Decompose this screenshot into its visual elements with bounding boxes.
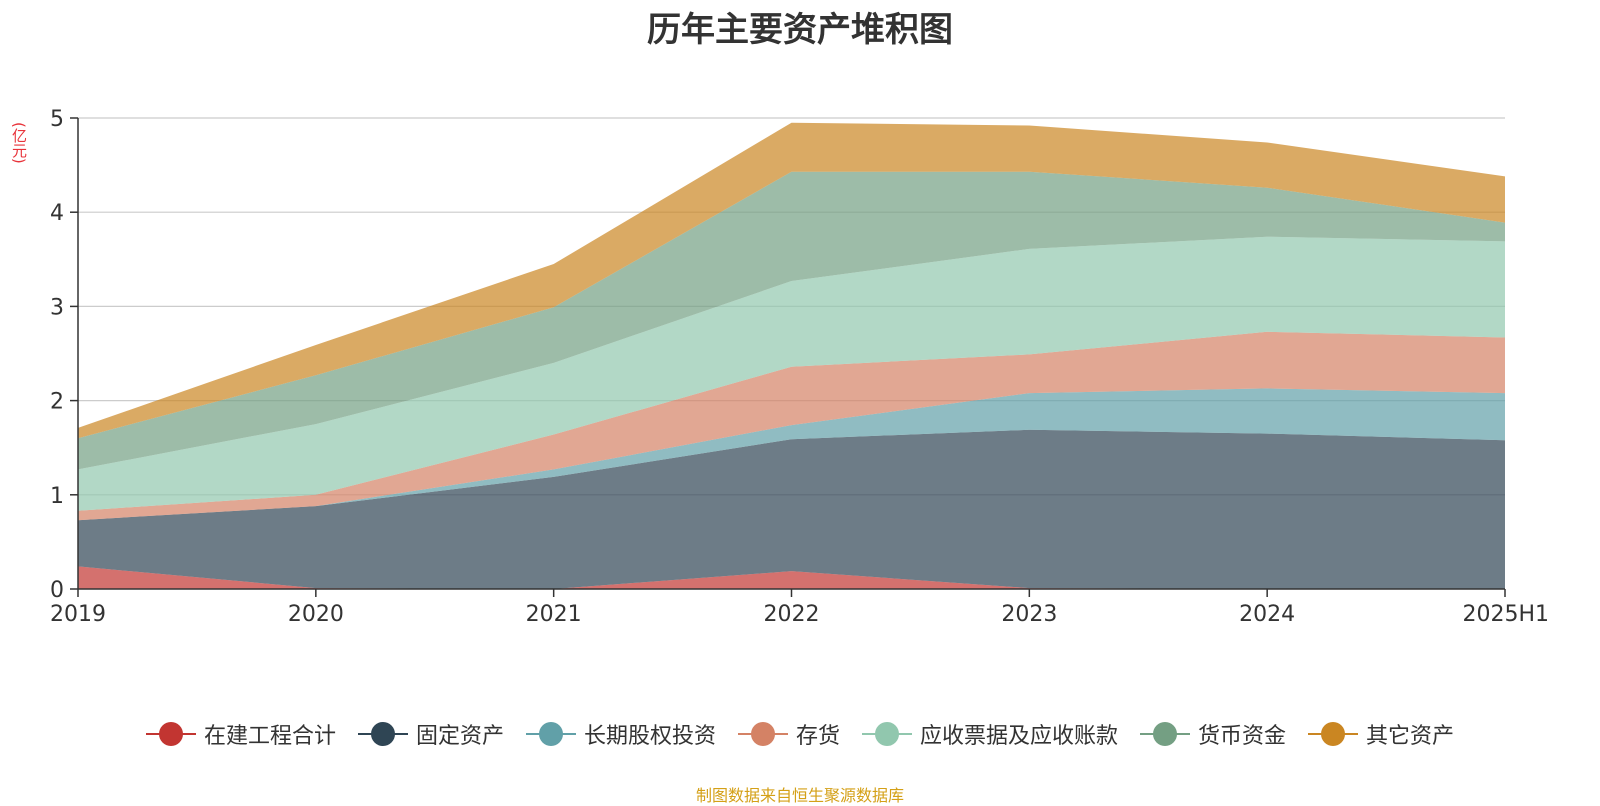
area-series-1[interactable] [78, 429, 1505, 589]
chart-title: 历年主要资产堆积图 [647, 10, 953, 50]
legend-marker-icon [145, 722, 196, 746]
legend-label: 长期股权投资 [583, 724, 716, 749]
legend-item-4[interactable]: 应收票据及应收账款 [862, 718, 1118, 750]
x-tick-label: 2022 [764, 602, 820, 627]
area-series [78, 122, 1505, 589]
axes: 0 1 2 3 4 5 2019 2020 2021 2022 2023 2024 2025H1 [50, 107, 1549, 627]
legend-item-6[interactable]: 其它资产 [1308, 718, 1454, 750]
x-tick-label: 2019 [50, 602, 106, 627]
y-tick-label: 2 [50, 390, 64, 415]
area-series-5[interactable] [78, 171, 1505, 470]
area-series-4[interactable] [78, 236, 1505, 511]
legend-marker-icon [862, 722, 912, 746]
x-tick-label: 2023 [1001, 602, 1057, 627]
y-tick-label: 5 [50, 107, 64, 132]
area-series-3[interactable] [78, 331, 1505, 521]
area-series-0[interactable] [78, 566, 1505, 589]
source-note: 制图数据来自恒生聚源数据库 [695, 786, 904, 805]
legend: 在建工程合计 固定资产 长期股权投资 存货 应收票据及应收账款 货币资金 其它资产 [0, 718, 1600, 750]
legend-label: 存货 [795, 724, 840, 749]
x-tick-label: 2021 [526, 602, 582, 627]
area-series-2[interactable] [78, 388, 1505, 521]
legend-marker-icon [357, 722, 408, 746]
legend-label: 应收票据及应收账款 [920, 724, 1119, 749]
y-tick-label: 3 [50, 295, 64, 320]
x-tick-label: 2025H1 [1462, 602, 1549, 627]
y-tick-label: 0 [50, 578, 64, 603]
legend-marker-icon [1308, 722, 1359, 746]
legend-label: 其它资产 [1366, 724, 1455, 749]
y-tick-label: 4 [50, 201, 64, 226]
legend-item-3[interactable]: 存货 [737, 718, 840, 750]
legend-item-0[interactable]: 在建工程合计 [145, 718, 336, 750]
legend-marker-icon [737, 722, 788, 746]
y-tick-label: 1 [50, 484, 64, 509]
legend-label: 货币资金 [1198, 724, 1287, 749]
legend-marker-icon [525, 722, 576, 746]
x-tick-label: 2024 [1239, 602, 1295, 627]
legend-label: 在建工程合计 [203, 724, 336, 749]
y-axis-unit-label: (亿元) [10, 122, 28, 164]
legend-item-1[interactable]: 固定资产 [357, 718, 504, 750]
legend-item-5[interactable]: 货币资金 [1140, 718, 1286, 750]
legend-marker-icon [1140, 722, 1191, 746]
x-tick-label: 2020 [288, 602, 344, 627]
legend-label: 固定资产 [415, 724, 504, 749]
legend-item-2[interactable]: 长期股权投资 [525, 718, 716, 750]
